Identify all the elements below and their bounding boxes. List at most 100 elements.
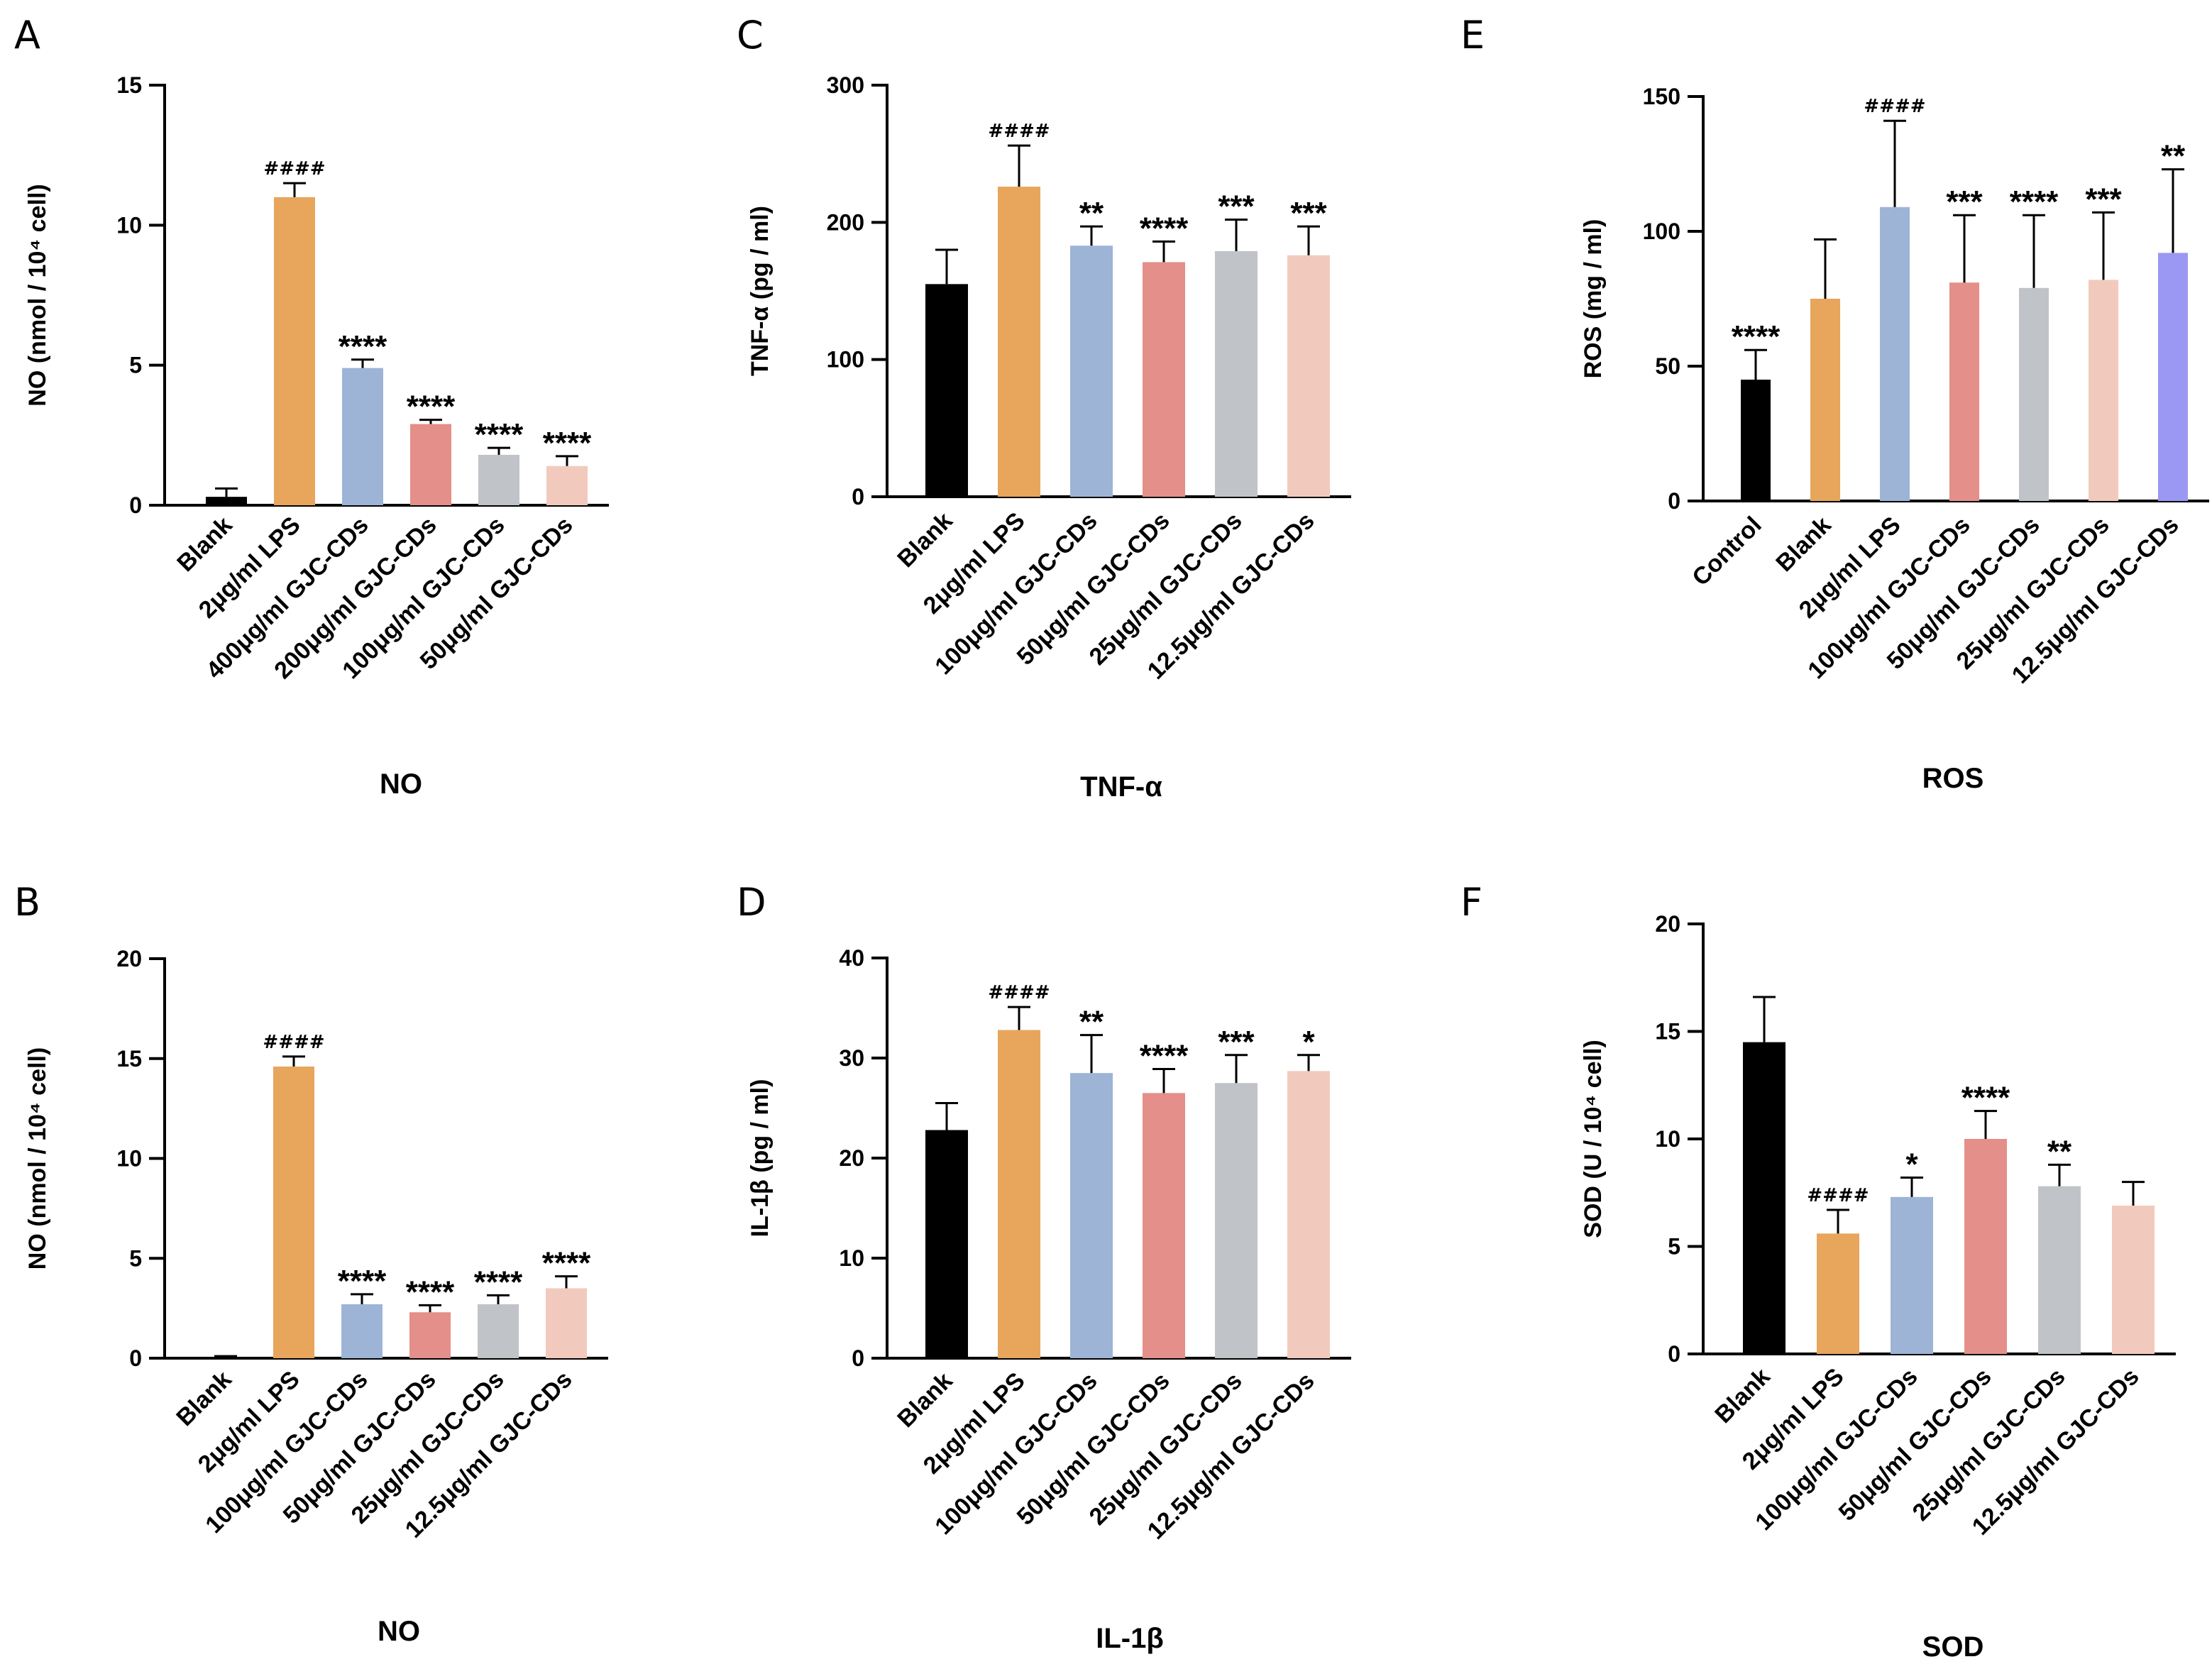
y-tick-label: 5: [129, 353, 142, 378]
y-tick-label: 5: [129, 1245, 142, 1271]
significance-annotation: ***: [2085, 182, 2122, 216]
significance-annotation: ****: [1140, 1039, 1189, 1074]
bar: [998, 1030, 1040, 1358]
y-tick-label: 10: [116, 212, 142, 238]
significance-annotation: ****: [1732, 319, 1781, 354]
bar: [1287, 255, 1330, 497]
y-axis-label: TNF-α (pg / ml): [747, 206, 774, 376]
significance-annotation: **: [1079, 196, 1104, 231]
y-tick-label: 0: [852, 1345, 864, 1371]
y-tick-label: 30: [839, 1045, 864, 1071]
hash-annotation: ####: [988, 982, 1050, 1003]
significance-annotation: ****: [543, 426, 592, 461]
panel-letter: B: [14, 880, 40, 925]
category-label: Control: [1687, 512, 1766, 591]
category-label: Blank: [1771, 512, 1836, 577]
panel-letter: C: [737, 13, 764, 57]
y-tick-label: 0: [129, 1345, 142, 1371]
bar: [1070, 1073, 1113, 1358]
y-tick-label: 20: [839, 1145, 864, 1171]
y-tick-label: 100: [1643, 219, 1680, 244]
bar: [1143, 262, 1185, 497]
significance-annotation: ***: [1946, 184, 1983, 219]
panel-letter: F: [1460, 880, 1482, 925]
significance-annotation: ****: [1140, 211, 1189, 246]
y-tick-label: 0: [1668, 488, 1680, 514]
bar: [546, 466, 588, 505]
bar: [274, 197, 315, 505]
panel-e: E 0 50 100 150 ROS (mg / ml) **** Control Blank #…: [1460, 13, 2209, 794]
panel-title: NO: [380, 769, 422, 800]
bar: [342, 368, 383, 505]
hash-annotation: ####: [988, 121, 1050, 142]
bar: [1215, 250, 1258, 497]
bar: [2038, 1186, 2081, 1354]
y-tick-label: 200: [827, 209, 864, 235]
bar: [1891, 1196, 1933, 1354]
bar: [925, 284, 968, 497]
bar: [410, 424, 451, 505]
bar: [205, 1357, 246, 1358]
y-tick-label: 150: [1643, 84, 1680, 109]
significance-annotation: ***: [1290, 196, 1327, 231]
bar: [1070, 246, 1113, 497]
significance-annotation: ****: [542, 1246, 591, 1281]
y-axis-label: IL-1β (pg / ml): [747, 1079, 774, 1238]
y-tick-label: 0: [852, 484, 864, 509]
y-tick-label: 0: [1668, 1341, 1680, 1367]
y-tick-label: 100: [827, 347, 864, 373]
y-tick-label: 15: [116, 72, 142, 98]
bar: [1743, 1042, 1785, 1354]
bar: [1817, 1233, 1859, 1354]
hash-annotation: ####: [263, 1032, 324, 1053]
hash-annotation: ####: [1864, 96, 1925, 117]
y-tick-label: 50: [1655, 353, 1680, 379]
bar: [925, 1130, 968, 1358]
significance-annotation: *: [1905, 1147, 1918, 1182]
y-tick-label: 10: [116, 1146, 142, 1172]
panel-letter: A: [14, 13, 40, 57]
y-tick-label: 15: [116, 1046, 142, 1072]
significance-annotation: ****: [339, 329, 387, 364]
category-label: Blank: [172, 512, 237, 577]
y-tick-label: 10: [1655, 1126, 1680, 1152]
bar: [546, 1288, 587, 1358]
bar: [409, 1312, 451, 1358]
bar: [998, 187, 1040, 497]
y-tick-label: 5: [1668, 1234, 1680, 1260]
significance-annotation: ****: [338, 1264, 387, 1299]
y-tick-label: 0: [129, 492, 142, 518]
bar: [1287, 1071, 1330, 1358]
category-label: Blank: [892, 1367, 957, 1433]
significance-annotation: ****: [406, 1274, 455, 1309]
panel-title: IL-1β: [1096, 1623, 1164, 1654]
hash-annotation: ####: [1807, 1185, 1869, 1206]
category-label: Blank: [171, 1366, 236, 1431]
significance-annotation: ****: [475, 417, 524, 452]
bar: [2019, 287, 2049, 501]
bar: [1949, 282, 1979, 501]
bar: [1810, 299, 1840, 501]
y-tick-label: 40: [839, 945, 864, 971]
panel-title: SOD: [1922, 1631, 1984, 1663]
bar: [1741, 380, 1771, 501]
bar: [1215, 1083, 1258, 1358]
category-label: Blank: [892, 507, 957, 573]
bar: [206, 497, 247, 505]
y-tick-label: 300: [827, 72, 864, 98]
bar: [1964, 1139, 2007, 1354]
y-tick-label: 10: [839, 1245, 864, 1271]
panel-letter: D: [737, 880, 766, 925]
significance-annotation: ***: [1218, 189, 1255, 224]
panel-title: TNF-α: [1080, 771, 1162, 803]
y-tick-label: 20: [116, 946, 142, 971]
y-axis-label: NO (nmol / 10⁴ cell): [24, 1047, 51, 1269]
y-tick-label: 20: [1655, 911, 1680, 937]
panel-title: NO: [378, 1616, 420, 1647]
y-axis-label: SOD (U / 10⁴ cell): [1580, 1040, 1607, 1238]
